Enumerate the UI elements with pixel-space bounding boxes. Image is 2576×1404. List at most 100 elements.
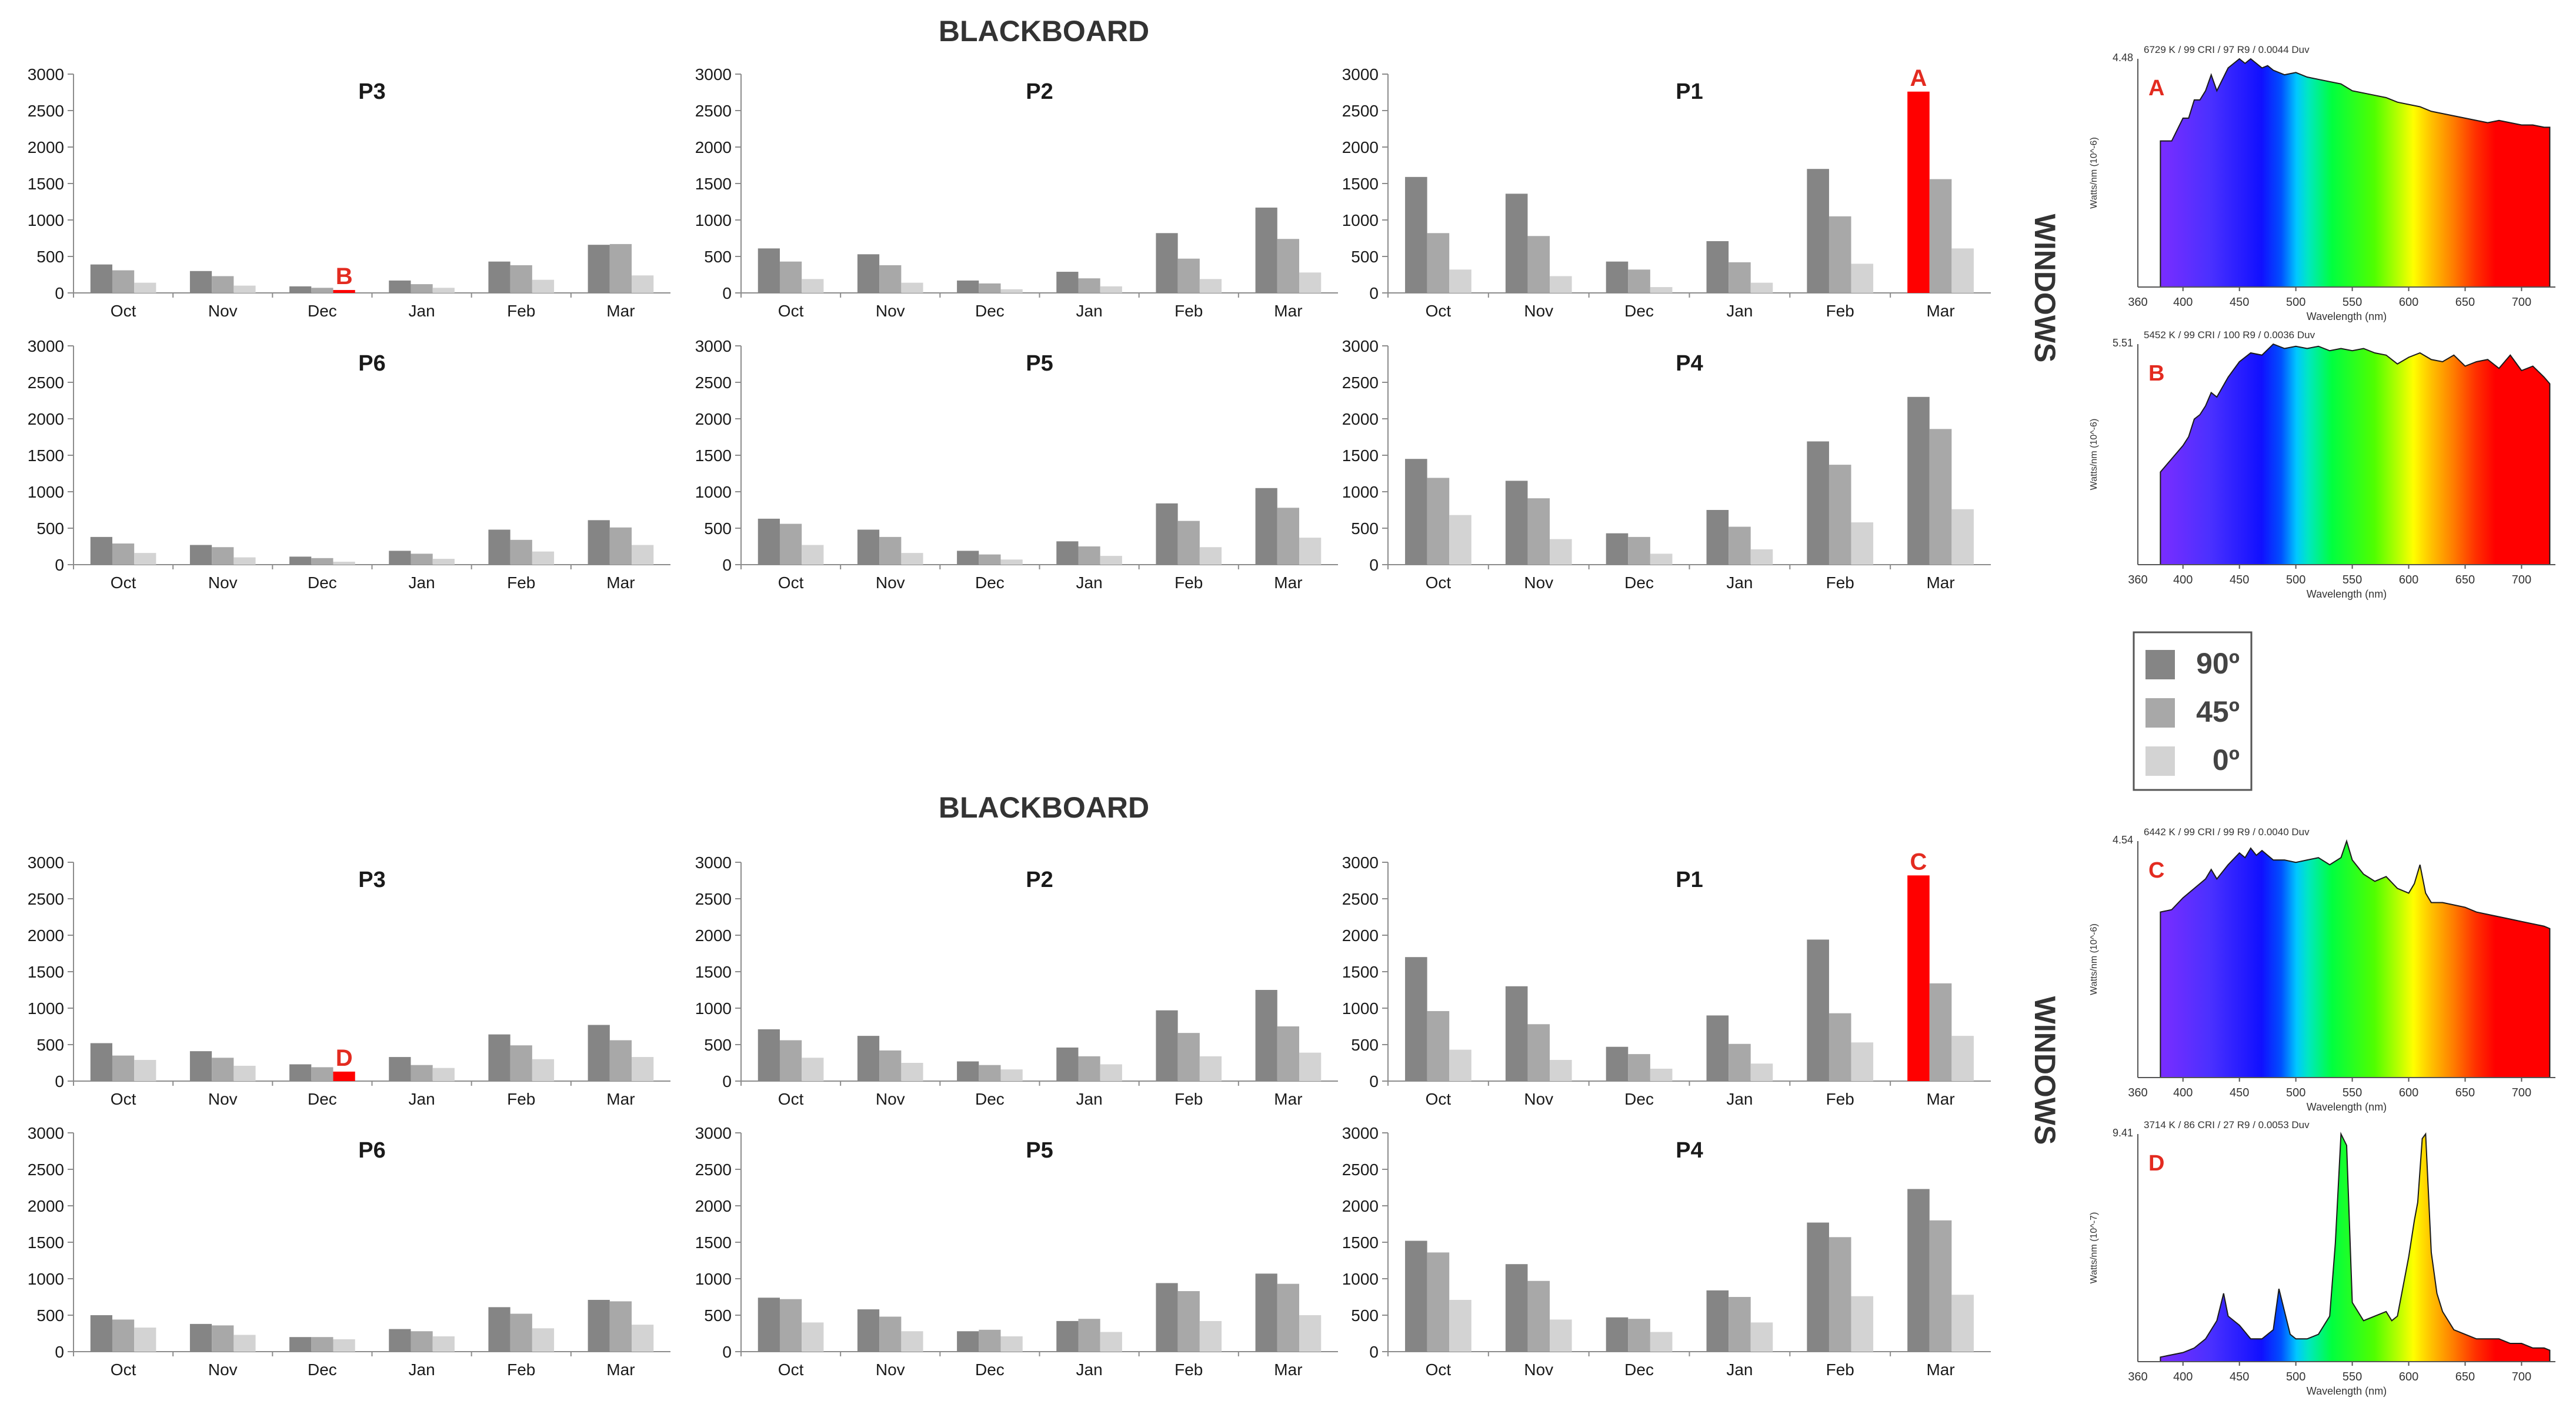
y-tick-label: 1500 [28,446,64,465]
spectrum-x-tick-label: 450 [2230,573,2249,586]
bar-45deg-feb [1177,521,1200,565]
x-tick-label: Dec [975,1090,1005,1108]
x-tick-label: Jan [1726,302,1753,320]
bar-0deg-oct [802,1322,824,1352]
bar-90deg-nov [1505,194,1528,293]
spectrum-letter: C [2148,858,2164,883]
bar-90deg-dec [289,286,312,293]
y-tick-label: 500 [1351,1306,1379,1325]
y-tick-label: 2000 [1342,410,1379,428]
y-tick-label: 0 [1369,1343,1379,1361]
bar-90deg-nov [189,545,212,565]
bar-90deg-feb [488,1307,510,1352]
bar-45deg-dec [311,1067,333,1081]
bar-45deg-dec [1628,1319,1650,1352]
bar-0deg-oct [134,1328,156,1352]
legend-swatch [2145,650,2175,679]
y-tick-label: 2000 [28,926,64,945]
y-tick-label: 0 [55,284,64,302]
bar-45deg-nov [1527,1280,1550,1352]
x-tick-label: Dec [308,302,337,320]
spectrum-x-tick-label: 600 [2399,1370,2418,1383]
bar-45deg-dec [311,288,333,293]
x-tick-label: Jan [1726,1360,1753,1379]
legend: 90º 45º 0º [2133,631,2253,791]
x-tick-label: Dec [975,1360,1005,1379]
bar-90deg-nov [1505,1264,1528,1352]
bar-45deg-mar [609,527,632,565]
y-tick-label: 1000 [695,483,732,501]
bar-90deg-nov [857,254,880,293]
bar-90deg-nov [857,529,880,565]
spectrum-x-label: Wavelength (nm) [2307,1101,2387,1113]
bar-45deg-mar [1277,239,1300,293]
y-tick-label: 1000 [28,483,64,501]
bar-45deg-jan [411,1331,433,1352]
bar-0deg-oct [802,545,824,565]
bar-90deg-feb [488,1034,510,1081]
bar-0deg-mar [1299,1315,1322,1352]
bar-90deg-oct [1405,1240,1427,1352]
spectrum-x-label: Wavelength (nm) [2307,1385,2387,1397]
spectrum-x-tick-label: 360 [2128,1370,2147,1383]
spectrum-x-tick-label: 500 [2286,1086,2305,1099]
bar-0deg-dec [333,562,355,565]
y-tick-label: 3000 [1342,1124,1379,1142]
spectrum-x-tick-label: 700 [2512,296,2531,309]
spectrum-x-tick-label: 450 [2230,1370,2249,1383]
section-title: BLACKBOARD [939,15,1149,48]
x-tick-label: Oct [1426,302,1451,320]
x-tick-label: Feb [1174,573,1203,592]
bar-0deg-dec [1650,1332,1673,1352]
bar-chart-p1: P1 0 500 1000 1500 2000 2500 3000 Oct Nov Dec Jan Fe… [1342,849,1991,1108]
y-tick-label: 500 [1351,248,1379,266]
bar-90deg-feb [1156,1283,1178,1352]
bar-45deg-dec [979,283,1001,293]
bar-0deg-nov [1550,276,1572,293]
bar-0deg-mar [1951,248,1974,293]
y-tick-label: 0 [55,1343,64,1361]
bar-0deg-jan [432,559,455,565]
bar-0deg-oct [802,279,824,293]
bar-90deg-feb [488,261,510,293]
bar-90deg-feb [1807,1222,1829,1352]
bar-0deg-feb [532,279,555,293]
spectrum-header: 6442 K / 99 CRI / 99 R9 / 0.0040 Duv [2144,826,2310,838]
x-tick-label: Nov [208,1360,238,1379]
bar-0deg-dec [333,290,355,293]
x-tick-label: Mar [1926,573,1954,592]
y-tick-label: 1000 [1342,999,1379,1018]
spectrum-x-tick-label: 500 [2286,296,2305,309]
bar-45deg-jan [1078,278,1100,293]
bar-0deg-feb [1199,1056,1222,1081]
spectrum-letter: D [2148,1151,2164,1176]
bar-45deg-nov [1527,498,1550,565]
chart-title: P5 [1026,351,1053,376]
bar-45deg-dec [1628,269,1650,293]
bar-90deg-nov [1505,986,1528,1081]
bar-45deg-oct [1427,233,1450,293]
bar-chart-p3: P3 0 500 1000 1500 2000 2500 3000 Oct Nov Dec Jan Fe… [28,65,670,320]
bar-45deg-nov [1527,236,1550,293]
y-tick-label: 1000 [695,999,732,1018]
bar-90deg-oct [758,518,780,565]
bar-90deg-feb [1807,939,1829,1081]
y-tick-label: 500 [36,1306,64,1325]
chart-title: P4 [1676,351,1703,376]
bar-0deg-dec [1000,559,1023,565]
bar-0deg-feb [532,1059,555,1081]
bar-chart-p5: P5 0 500 1000 1500 2000 2500 3000 Oct Nov Dec Jan Fe… [695,1124,1338,1379]
y-tick-label: 3000 [28,65,64,84]
bar-90deg-oct [1405,176,1427,293]
bar-45deg-nov [879,265,902,293]
bar-45deg-oct [112,543,135,565]
x-tick-label: Dec [1624,1360,1654,1379]
bar-90deg-nov [857,1036,880,1081]
y-tick-label: 3000 [695,337,732,355]
y-tick-label: 1000 [695,211,732,229]
bar-0deg-nov [901,282,923,293]
y-tick-label: 500 [36,1036,64,1054]
bar-45deg-nov [212,1058,234,1081]
bar-45deg-oct [779,1040,802,1081]
